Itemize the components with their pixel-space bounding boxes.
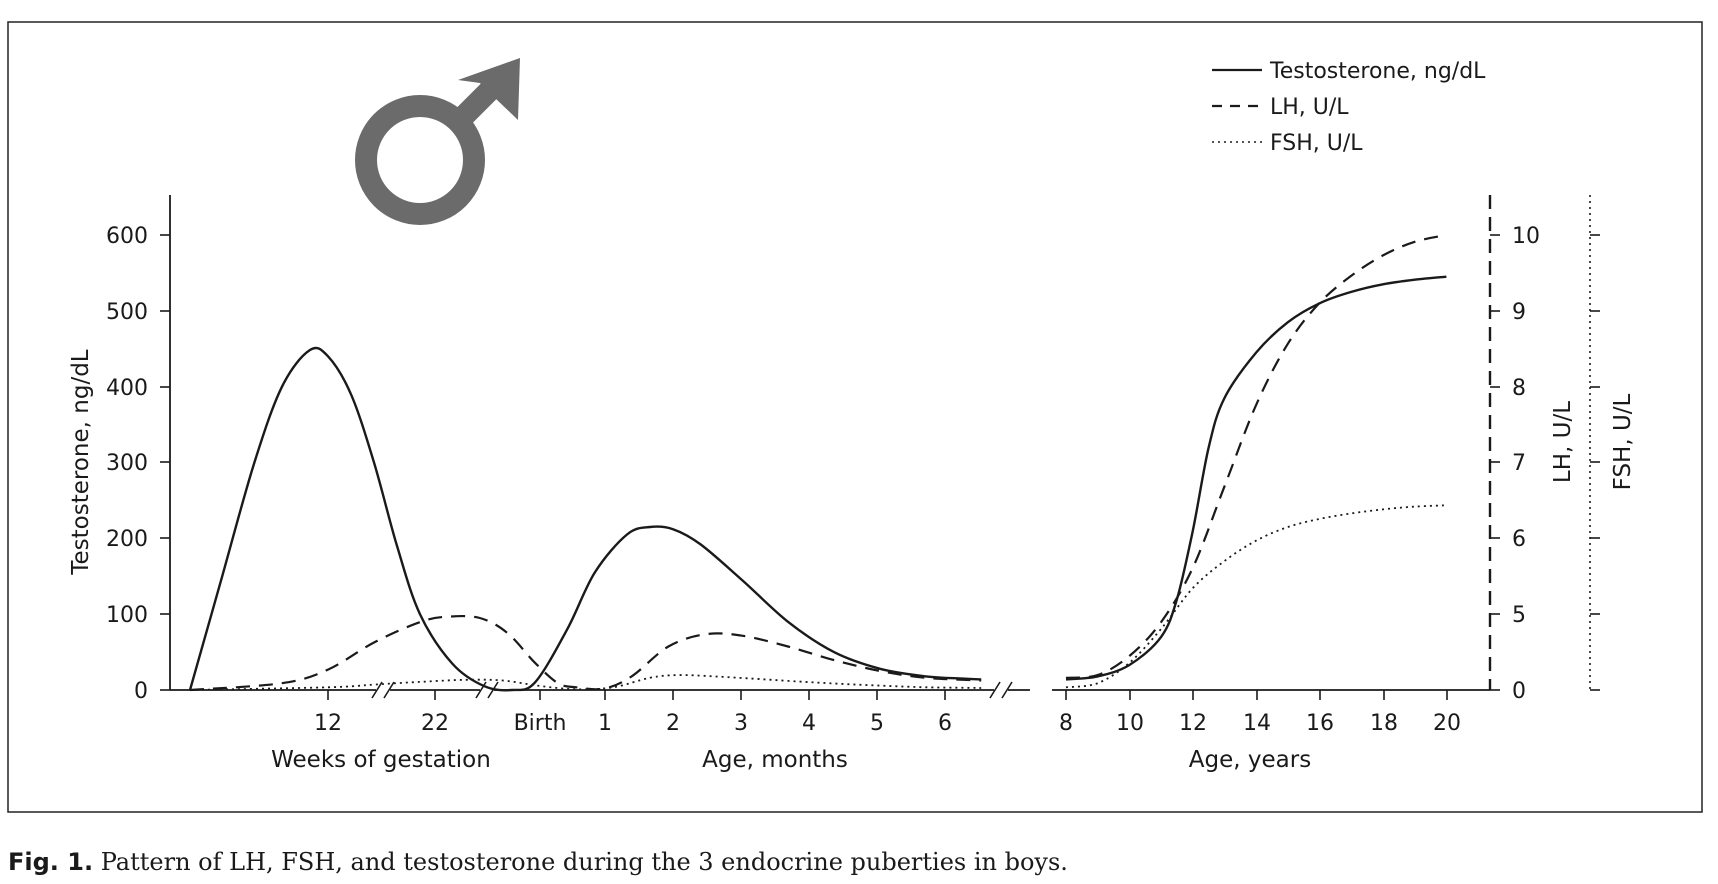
x-tick-year-18: 18 xyxy=(1370,690,1398,736)
lh-tick-10: 10 xyxy=(1490,224,1540,249)
svg-text:5: 5 xyxy=(1512,603,1526,628)
x-tick-year-10: 10 xyxy=(1116,690,1144,736)
legend-item-testosterone: Testosterone, ng/dL xyxy=(1212,59,1486,84)
svg-text:3: 3 xyxy=(734,711,748,736)
y-tick-200: 200 xyxy=(106,527,170,552)
y-tick-400: 400 xyxy=(106,376,170,401)
lh-tick-5: 5 xyxy=(1490,603,1526,628)
x-tick-year-12: 12 xyxy=(1179,690,1207,736)
caption-text: Pattern of LH, FSH, and testosterone dur… xyxy=(100,848,1068,876)
lh-tick-0: 0 xyxy=(1490,679,1526,704)
x-tick-year-14: 14 xyxy=(1243,690,1271,736)
svg-text:9: 9 xyxy=(1512,300,1526,325)
svg-text:LH, U/L: LH, U/L xyxy=(1270,95,1349,120)
svg-text:10: 10 xyxy=(1116,711,1144,736)
axis-break-3 xyxy=(989,681,1013,699)
x-tick-weeks-22: 22 xyxy=(421,690,449,736)
svg-text:4: 4 xyxy=(802,711,816,736)
svg-text:12: 12 xyxy=(314,711,342,736)
legend-item-lh: LH, U/L xyxy=(1212,95,1349,120)
series-fsh-years-line xyxy=(1065,504,1447,689)
x-tick-month-4: 4 xyxy=(802,690,816,736)
ylabel-fsh: FSH, U/L xyxy=(1610,393,1636,490)
svg-text:0: 0 xyxy=(1512,679,1526,704)
svg-text:600: 600 xyxy=(106,224,148,249)
svg-text:18: 18 xyxy=(1370,711,1398,736)
ylabel-testosterone: Testosterone, ng/dL xyxy=(68,349,94,575)
lh-tick-8: 8 xyxy=(1490,376,1526,401)
figure-caption: Fig. 1. Pattern of LH, FSH, and testoste… xyxy=(8,848,1068,876)
svg-text:22: 22 xyxy=(421,711,449,736)
x-tick-month-6: 6 xyxy=(938,690,952,736)
svg-text:400: 400 xyxy=(106,376,148,401)
fsh-ticks xyxy=(1590,234,1600,691)
x-tick-month-1: 1 xyxy=(598,690,612,736)
legend-item-fsh: FSH, U/L xyxy=(1212,131,1363,156)
svg-text:1: 1 xyxy=(598,711,612,736)
y-tick-0: 0 xyxy=(134,679,170,704)
male-symbol-icon xyxy=(355,58,520,225)
svg-text:8: 8 xyxy=(1512,376,1526,401)
series-lh-years-line xyxy=(1065,233,1447,679)
y-tick-600: 600 xyxy=(106,224,170,249)
x-tick-year-8: 8 xyxy=(1059,690,1073,736)
series-testosterone-line xyxy=(188,346,982,692)
series-lh-line xyxy=(189,614,982,692)
svg-text:6: 6 xyxy=(1512,527,1526,552)
svg-text:7: 7 xyxy=(1512,451,1526,476)
axis-break-1 xyxy=(371,681,395,699)
x-tick-year-20: 20 xyxy=(1433,690,1461,736)
y-tick-100: 100 xyxy=(106,603,170,628)
y-tick-300: 300 xyxy=(106,451,170,476)
y-tick-500: 500 xyxy=(106,300,170,325)
ylabel-lh: LH, U/L xyxy=(1550,401,1576,483)
svg-text:0: 0 xyxy=(134,679,148,704)
svg-text:100: 100 xyxy=(106,603,148,628)
svg-text:16: 16 xyxy=(1306,711,1334,736)
legend: Testosterone, ng/dL LH, U/L FSH, U/L xyxy=(1212,59,1486,156)
figure-frame xyxy=(7,21,1703,813)
xlabel-weeks: Weeks of gestation xyxy=(271,747,491,773)
svg-text:FSH, U/L: FSH, U/L xyxy=(1270,131,1363,156)
x-tick-year-16: 16 xyxy=(1306,690,1334,736)
svg-text:500: 500 xyxy=(106,300,148,325)
series-testosterone-years-line xyxy=(1065,275,1447,681)
svg-text:300: 300 xyxy=(106,451,148,476)
xlabel-years: Age, years xyxy=(1189,747,1311,773)
svg-text:12: 12 xyxy=(1179,711,1207,736)
x-tick-birth: Birth xyxy=(514,690,567,736)
x-tick-month-3: 3 xyxy=(734,690,748,736)
svg-text:200: 200 xyxy=(106,527,148,552)
lh-tick-6: 6 xyxy=(1490,527,1526,552)
x-tick-month-5: 5 xyxy=(870,690,884,736)
x-tick-month-2: 2 xyxy=(666,690,680,736)
caption-label: Fig. 1. xyxy=(8,848,94,876)
svg-text:5: 5 xyxy=(870,711,884,736)
svg-text:8: 8 xyxy=(1059,711,1073,736)
xlabel-months: Age, months xyxy=(702,747,848,773)
svg-text:Birth: Birth xyxy=(514,711,567,736)
lh-tick-7: 7 xyxy=(1490,451,1526,476)
chart-figure: 600 500 400 300 200 100 0 10 9 8 7 6 5 0… xyxy=(7,21,1703,813)
x-tick-weeks-12: 12 xyxy=(314,690,342,736)
lh-tick-9: 9 xyxy=(1490,300,1526,325)
svg-text:14: 14 xyxy=(1243,711,1271,736)
svg-text:20: 20 xyxy=(1433,711,1461,736)
svg-text:6: 6 xyxy=(938,711,952,736)
svg-text:10: 10 xyxy=(1512,224,1540,249)
svg-text:2: 2 xyxy=(666,711,680,736)
svg-text:Testosterone, ng/dL: Testosterone, ng/dL xyxy=(1269,59,1486,84)
